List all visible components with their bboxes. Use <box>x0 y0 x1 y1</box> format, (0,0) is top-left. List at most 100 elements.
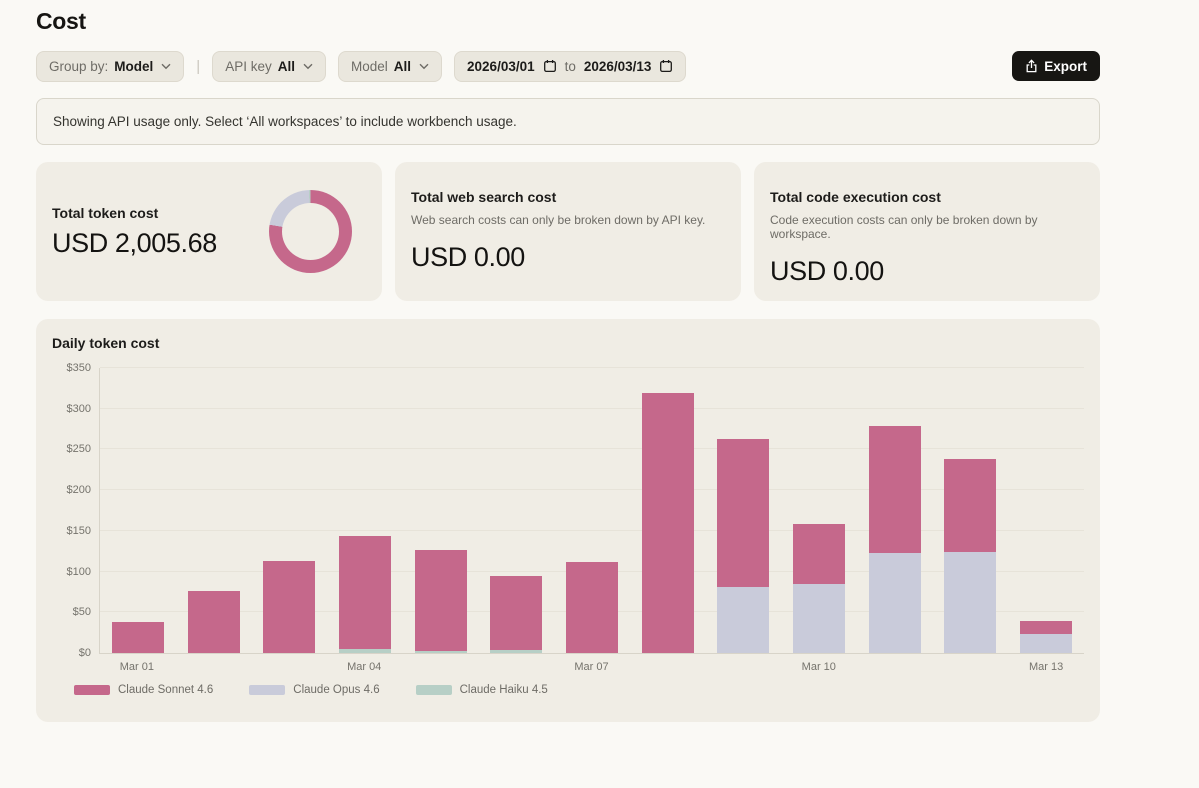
bar-segment-claude-sonnet-4-6[interactable] <box>338 535 391 649</box>
chevron-down-icon <box>161 63 171 70</box>
bar-segment-claude-sonnet-4-6[interactable] <box>414 550 467 652</box>
bar-segment-claude-sonnet-4-6[interactable] <box>793 524 846 584</box>
model-label: Model <box>350 58 388 74</box>
bar-segment-claude-sonnet-4-6[interactable] <box>944 459 997 553</box>
x-axis-labels: Mar 01 Mar 04 Mar 07 Mar 10 Mar 13 <box>99 653 1084 677</box>
gridline <box>100 529 1084 531</box>
api-key-dropdown[interactable]: API key All <box>212 50 326 82</box>
bar-segment-claude-sonnet-4-6[interactable] <box>641 393 694 653</box>
gridline <box>100 407 1084 409</box>
bar-segment-claude-haiku-4-5[interactable] <box>338 648 391 653</box>
bar-segment-claude-haiku-4-5[interactable] <box>414 651 467 653</box>
y-tick-label: $350 <box>66 362 91 374</box>
filter-separator: | <box>196 57 201 75</box>
bar-segment-claude-opus-4-6[interactable] <box>944 552 997 653</box>
legend-item-claude-sonnet-4-6: Claude Sonnet 4.6 <box>74 684 213 696</box>
legend-label: Claude Haiku 4.5 <box>459 684 548 696</box>
date-end-value[interactable]: 2026/03/13 <box>583 58 652 74</box>
stacked-bar-mar-05[interactable] <box>414 550 467 653</box>
bar-slot-mar-04 <box>327 368 403 653</box>
page-title: Cost <box>36 8 86 34</box>
daily-token-cost-card: Daily token cost $0 $50 $100 $150 $200 $250 $3… <box>36 319 1100 722</box>
legend-swatch <box>415 685 452 695</box>
stacked-bar-mar-08[interactable] <box>641 393 694 653</box>
info-banner-text: Showing API usage only. Select ‘All work… <box>53 114 517 129</box>
stacked-bar-mar-07[interactable] <box>565 561 618 653</box>
code-execution-cost-card: Total code execution cost Code execution… <box>754 162 1100 301</box>
token-cost-title: Total token cost <box>52 204 159 221</box>
legend-label: Claude Sonnet 4.6 <box>118 684 214 696</box>
group-by-dropdown[interactable]: Group by: Model <box>36 50 185 82</box>
legend-swatch <box>249 685 286 695</box>
bar-segment-claude-sonnet-4-6[interactable] <box>111 622 164 653</box>
bar-slot-mar-10 <box>781 368 857 653</box>
plot-area <box>99 367 1084 654</box>
stacked-bar-mar-10[interactable] <box>793 524 846 653</box>
model-value: All <box>393 58 412 74</box>
export-icon <box>1025 59 1038 73</box>
bar-slot-mar-05 <box>403 368 479 653</box>
bar-segment-claude-opus-4-6[interactable] <box>717 587 770 653</box>
x-tick-label: Mar 07 <box>574 661 609 673</box>
bar-segment-claude-opus-4-6[interactable] <box>1020 634 1073 653</box>
x-tick-label: Mar 13 <box>1028 661 1064 673</box>
x-axis-line <box>99 653 1084 654</box>
stacked-bar-mar-04[interactable] <box>338 535 391 653</box>
legend-item-claude-haiku-4-5: Claude Haiku 4.5 <box>415 684 548 696</box>
y-tick-label: $0 <box>78 647 91 659</box>
chevron-down-icon <box>419 63 429 70</box>
bar-slot-mar-09 <box>706 368 782 653</box>
web-search-cost-subtitle: Web search costs can only be broken down… <box>411 213 706 227</box>
date-to-label: to <box>564 58 576 74</box>
gridline <box>100 448 1084 450</box>
bar-segment-claude-sonnet-4-6[interactable] <box>263 561 316 653</box>
bar-slot-mar-03 <box>251 368 327 653</box>
date-start-value[interactable]: 2026/03/01 <box>467 58 535 74</box>
legend-label: Claude Opus 4.6 <box>293 684 380 696</box>
bar-segment-claude-sonnet-4-6[interactable] <box>565 561 618 653</box>
calendar-icon[interactable] <box>659 59 673 73</box>
y-tick-label: $50 <box>72 606 91 619</box>
bar-slot-mar-01 <box>100 368 176 653</box>
bar-segment-claude-opus-4-6[interactable] <box>793 583 846 653</box>
total-token-cost-card: Total token cost USD 2,005.68 <box>36 162 382 301</box>
group-by-value: Model <box>114 58 154 74</box>
y-tick-label: $100 <box>66 565 91 578</box>
stacked-bar-mar-01[interactable] <box>111 622 164 653</box>
bar-segment-claude-haiku-4-5[interactable] <box>490 649 543 653</box>
date-range-picker[interactable]: 2026/03/01 to 2026/03/13 <box>454 50 687 82</box>
stat-cards: Total token cost USD 2,005.68 Total web … <box>36 162 1100 301</box>
bar-slots <box>100 368 1084 653</box>
bar-slot-mar-06 <box>478 368 554 653</box>
stacked-bar-mar-03[interactable] <box>263 561 316 653</box>
chevron-down-icon <box>303 63 313 70</box>
model-dropdown[interactable]: Model All <box>337 50 443 82</box>
web-search-cost-card: Total web search cost Web search costs c… <box>395 162 741 301</box>
calendar-icon[interactable] <box>543 59 557 73</box>
y-tick-label: $200 <box>66 484 91 497</box>
export-button-label: Export <box>1044 58 1087 74</box>
bar-segment-claude-sonnet-4-6[interactable] <box>490 576 543 650</box>
web-search-cost-value: USD 0.00 <box>411 242 525 272</box>
bar-slot-mar-08 <box>630 368 706 653</box>
y-tick-label: $300 <box>66 402 91 415</box>
gridline <box>100 367 1084 368</box>
bar-segment-claude-sonnet-4-6[interactable] <box>868 425 921 553</box>
token-cost-donut-chart <box>269 190 352 273</box>
y-axis-labels: $0 $50 $100 $150 $200 $250 $300 $350 <box>52 362 99 659</box>
bar-segment-claude-sonnet-4-6[interactable] <box>1020 621 1073 635</box>
stacked-bar-mar-12[interactable] <box>944 459 997 653</box>
bar-segment-claude-sonnet-4-6[interactable] <box>717 438 770 588</box>
chart-title: Daily token cost <box>52 335 160 351</box>
stacked-bar-mar-09[interactable] <box>717 438 770 653</box>
bar-segment-claude-sonnet-4-6[interactable] <box>187 591 240 653</box>
export-button[interactable]: Export <box>1012 51 1100 81</box>
stacked-bar-mar-06[interactable] <box>490 576 543 653</box>
y-tick-label: $150 <box>66 524 91 537</box>
stacked-bar-mar-13[interactable] <box>1020 621 1073 653</box>
group-by-label: Group by: <box>49 58 109 74</box>
stacked-bar-mar-02[interactable] <box>187 591 240 653</box>
bar-segment-claude-opus-4-6[interactable] <box>868 552 921 653</box>
stacked-bar-mar-11[interactable] <box>868 425 921 653</box>
code-execution-cost-subtitle: Code execution costs can only be broken … <box>770 213 1038 241</box>
